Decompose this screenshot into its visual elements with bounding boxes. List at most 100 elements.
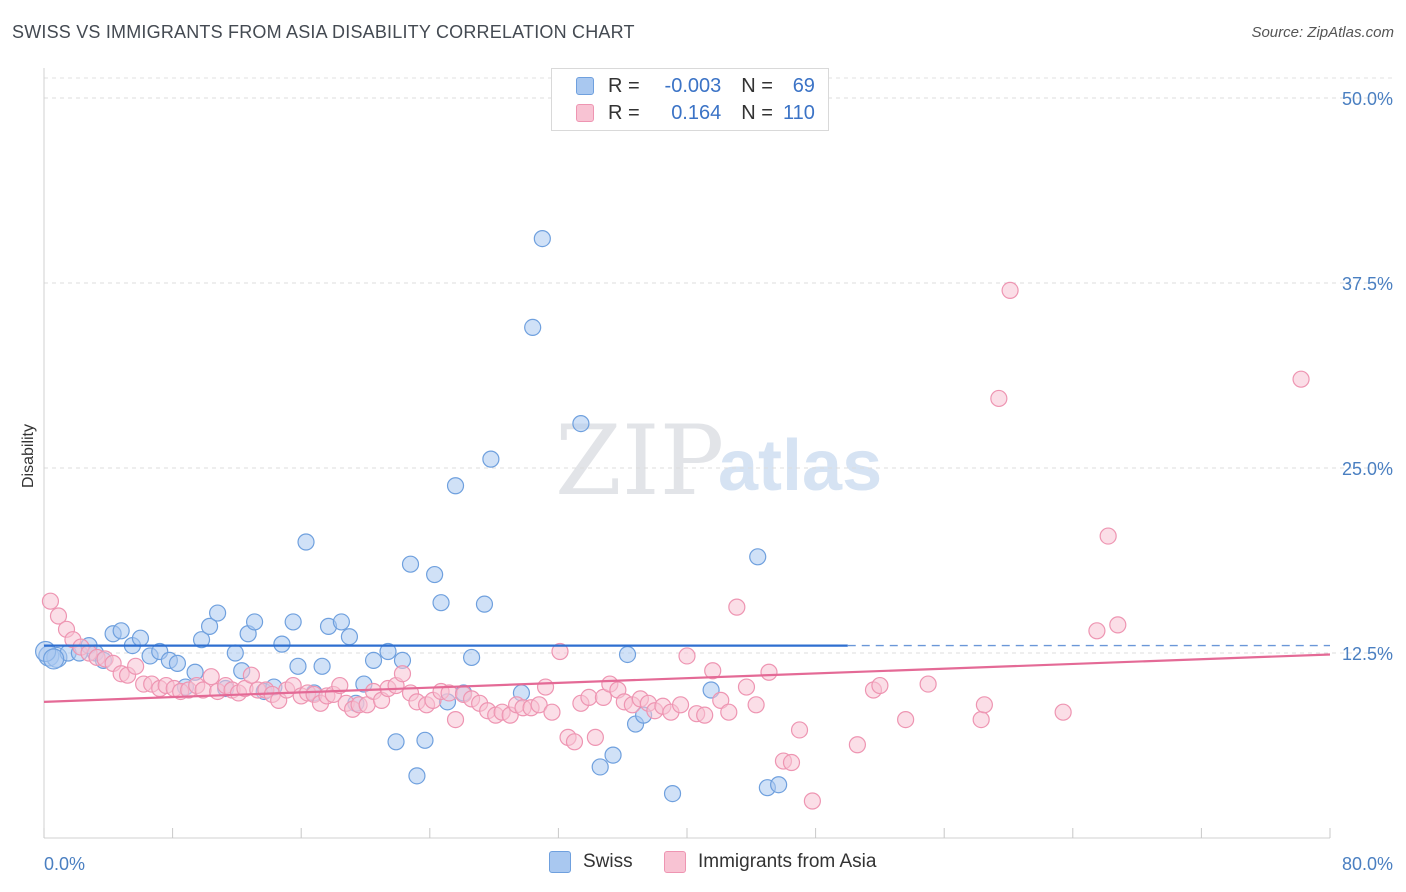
- asia-point: [331, 676, 349, 695]
- bottom-legend-swatch-swiss: [549, 851, 571, 873]
- swiss-point: [475, 595, 494, 613]
- swiss-point: [364, 651, 383, 670]
- asia-point: [671, 696, 690, 714]
- swiss-point: [332, 613, 350, 631]
- asia-point: [543, 703, 561, 721]
- watermark-atlas: atlas: [718, 426, 883, 506]
- data-points: [35, 230, 1310, 810]
- swiss-point: [446, 477, 465, 495]
- x-tick-label: 0.0%: [44, 854, 85, 874]
- swiss-point: [432, 594, 450, 612]
- swiss-point: [426, 565, 444, 584]
- bottom-legend: Swiss Immigrants from Asia: [0, 851, 1406, 879]
- swiss-point: [168, 654, 187, 672]
- bottom-legend-swatch-asia: [664, 851, 686, 873]
- swiss-point: [604, 746, 622, 764]
- swiss-point: [618, 645, 637, 664]
- asia-point: [990, 389, 1008, 408]
- legend-n-label: N =: [741, 101, 773, 124]
- swiss-point: [663, 784, 682, 803]
- asia-point: [848, 736, 866, 754]
- bottom-legend-swiss[interactable]: Swiss: [549, 851, 633, 873]
- swiss-point: [533, 230, 551, 248]
- swiss-point: [770, 776, 788, 794]
- asia-point: [1109, 616, 1127, 634]
- asia-point: [536, 678, 555, 696]
- asia-point: [1099, 527, 1117, 545]
- bottom-legend-label-asia: Immigrants from Asia: [698, 851, 877, 872]
- swiss-point: [226, 644, 244, 662]
- legend-swatch-asia: [576, 104, 594, 122]
- asia-point: [919, 675, 937, 693]
- asia-point: [728, 598, 746, 616]
- asia-point: [242, 666, 260, 684]
- swiss-point: [416, 731, 434, 749]
- y-axis-label: Disability: [20, 424, 37, 488]
- asia-point: [720, 703, 738, 721]
- asia-point: [1001, 281, 1019, 299]
- asia-point: [1292, 370, 1310, 388]
- swiss-point: [273, 635, 291, 653]
- legend-swatch-swiss: [576, 77, 594, 95]
- asia-point: [127, 657, 145, 675]
- asia-point: [530, 696, 548, 714]
- grid-lines: [44, 77, 1394, 654]
- asia-point: [696, 706, 714, 724]
- asia-point: [871, 676, 889, 695]
- legend-r-label: R =: [608, 101, 640, 124]
- asia-point: [586, 728, 604, 746]
- legend-n-value: 69: [792, 74, 815, 97]
- asia-trend-line: [43, 653, 1331, 703]
- swiss-point: [313, 657, 331, 675]
- source-label: Source: ZipAtlas.com: [1251, 24, 1394, 41]
- legend-r-label: R =: [608, 74, 640, 97]
- y-tick-label: 37.5%: [1342, 274, 1393, 294]
- y-tick-label: 50.0%: [1342, 89, 1393, 109]
- asia-point: [580, 688, 598, 707]
- asia-point: [1054, 703, 1072, 721]
- legend-n-label: N =: [741, 74, 773, 97]
- y-tick-label: 12.5%: [1342, 644, 1393, 664]
- legend-row-swiss: R = -0.003 N = 69: [576, 73, 815, 99]
- asia-point: [49, 607, 68, 625]
- asia-point: [712, 691, 730, 709]
- swiss-point: [200, 617, 219, 635]
- asia-point: [202, 668, 220, 686]
- swiss-point: [209, 604, 227, 622]
- legend-box: R = -0.003 N = 69 R = 0.164 N = 110: [551, 68, 829, 131]
- bottom-legend-asia[interactable]: Immigrants from Asia: [664, 851, 876, 873]
- asia-point: [747, 696, 765, 714]
- x-tick-label: 80.0%: [1342, 854, 1393, 874]
- asia-point: [760, 663, 778, 681]
- swiss-point: [401, 555, 420, 573]
- asia-point: [737, 678, 756, 696]
- legend-row-asia: R = 0.164 N = 110: [576, 100, 815, 126]
- asia-point: [551, 642, 569, 661]
- swiss-point: [245, 613, 264, 631]
- axis-labels: 12.5% 25.0% 37.5% 50.0% 0.0% 80.0% Disability: [20, 89, 1393, 874]
- swiss-point: [340, 628, 359, 646]
- asia-point: [565, 733, 584, 751]
- swiss-point: [749, 548, 767, 566]
- swiss-point: [462, 648, 481, 667]
- swiss-point: [289, 657, 307, 675]
- y-tick-label: 25.0%: [1342, 459, 1393, 479]
- asia-point: [1088, 622, 1106, 640]
- asia-point: [790, 721, 809, 739]
- asia-point: [975, 696, 993, 714]
- swiss-point: [482, 450, 500, 468]
- bottom-legend-label-swiss: Swiss: [583, 851, 633, 872]
- asia-point: [897, 710, 915, 729]
- swiss-point: [284, 613, 302, 631]
- swiss-point: [572, 415, 590, 433]
- swiss-point: [43, 648, 65, 670]
- swiss-point: [192, 631, 211, 649]
- asia-point: [803, 792, 821, 810]
- legend-r-value: -0.003: [664, 74, 722, 97]
- swiss-point: [387, 733, 405, 751]
- legend-r-value: 0.164: [671, 101, 722, 124]
- asia-point: [41, 592, 60, 610]
- axes: [43, 68, 1331, 839]
- swiss-point: [379, 642, 397, 661]
